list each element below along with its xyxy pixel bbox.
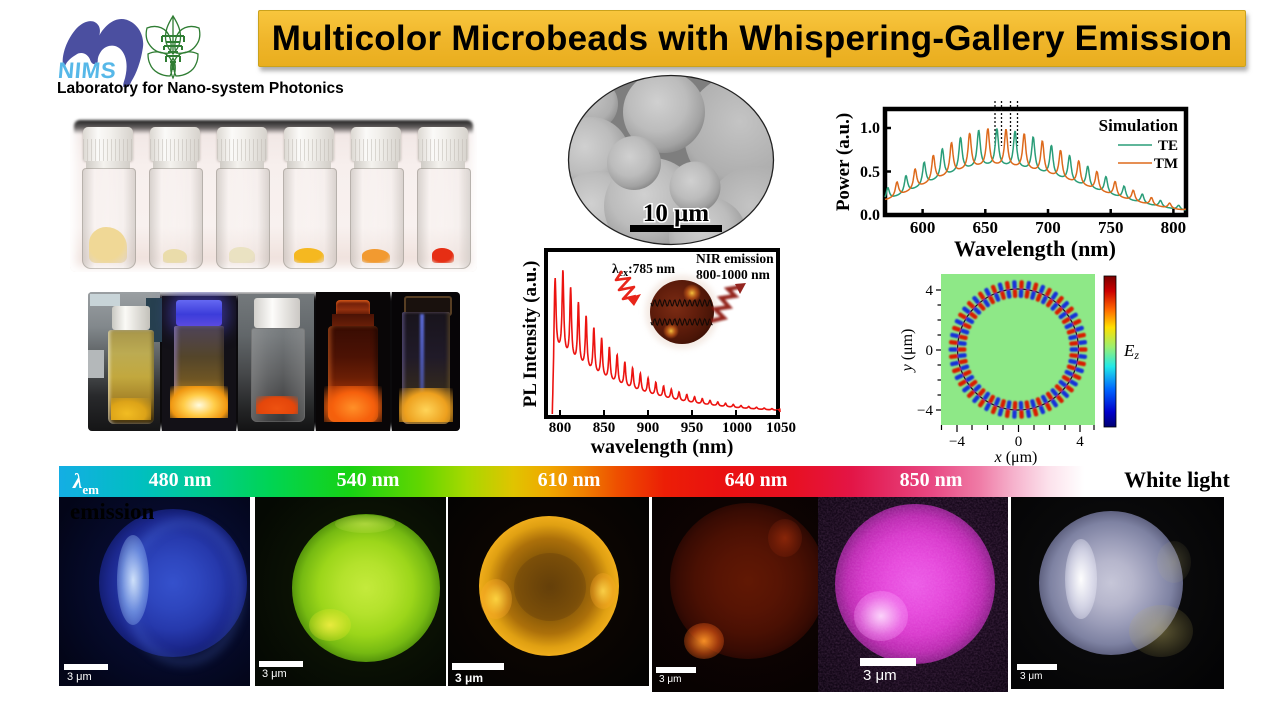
svg-text:x (μm): x (μm) <box>994 449 1038 466</box>
svg-text:0: 0 <box>926 343 934 359</box>
svg-text:850: 850 <box>593 420 616 436</box>
svg-text:650: 650 <box>973 218 999 237</box>
svg-text:800: 800 <box>1161 218 1187 237</box>
svg-text:0: 0 <box>1015 434 1023 450</box>
svg-text:1050: 1050 <box>766 420 796 436</box>
svg-text:950: 950 <box>681 420 704 436</box>
svg-text:4: 4 <box>1076 434 1084 450</box>
svg-text:4: 4 <box>926 283 934 299</box>
svg-text:1000: 1000 <box>722 420 752 436</box>
svg-text:TM: TM <box>1154 156 1178 172</box>
svg-text:800-1000 nm: 800-1000 nm <box>696 267 771 282</box>
svg-text:Ez: Ez <box>1123 341 1139 362</box>
svg-text:y (μm): y (μm) <box>899 329 916 374</box>
svg-text:NIR emission: NIR emission <box>696 251 774 266</box>
svg-text:−4: −4 <box>949 434 965 450</box>
svg-text:Wavelength (nm): Wavelength (nm) <box>954 236 1116 261</box>
svg-text:λex:785 nm: λex:785 nm <box>612 261 676 279</box>
svg-text:700: 700 <box>1035 218 1061 237</box>
svg-text:TE: TE <box>1158 138 1178 154</box>
svg-text:10 μm: 10 μm <box>643 200 709 227</box>
svg-text:wavelength (nm): wavelength (nm) <box>591 436 734 458</box>
svg-text:−4: −4 <box>917 403 933 419</box>
svg-text:Simulation: Simulation <box>1099 116 1179 135</box>
svg-text:800: 800 <box>549 420 572 436</box>
svg-text:900: 900 <box>637 420 660 436</box>
svg-text:600: 600 <box>910 218 936 237</box>
svg-text:PL Intensity (a.u.): PL Intensity (a.u.) <box>520 261 541 408</box>
svg-text:0.5: 0.5 <box>860 164 880 181</box>
svg-text:0.0: 0.0 <box>860 207 880 224</box>
svg-text:750: 750 <box>1098 218 1124 237</box>
svg-text:Power (a.u.): Power (a.u.) <box>833 113 854 211</box>
svg-text:1.0: 1.0 <box>860 120 880 137</box>
